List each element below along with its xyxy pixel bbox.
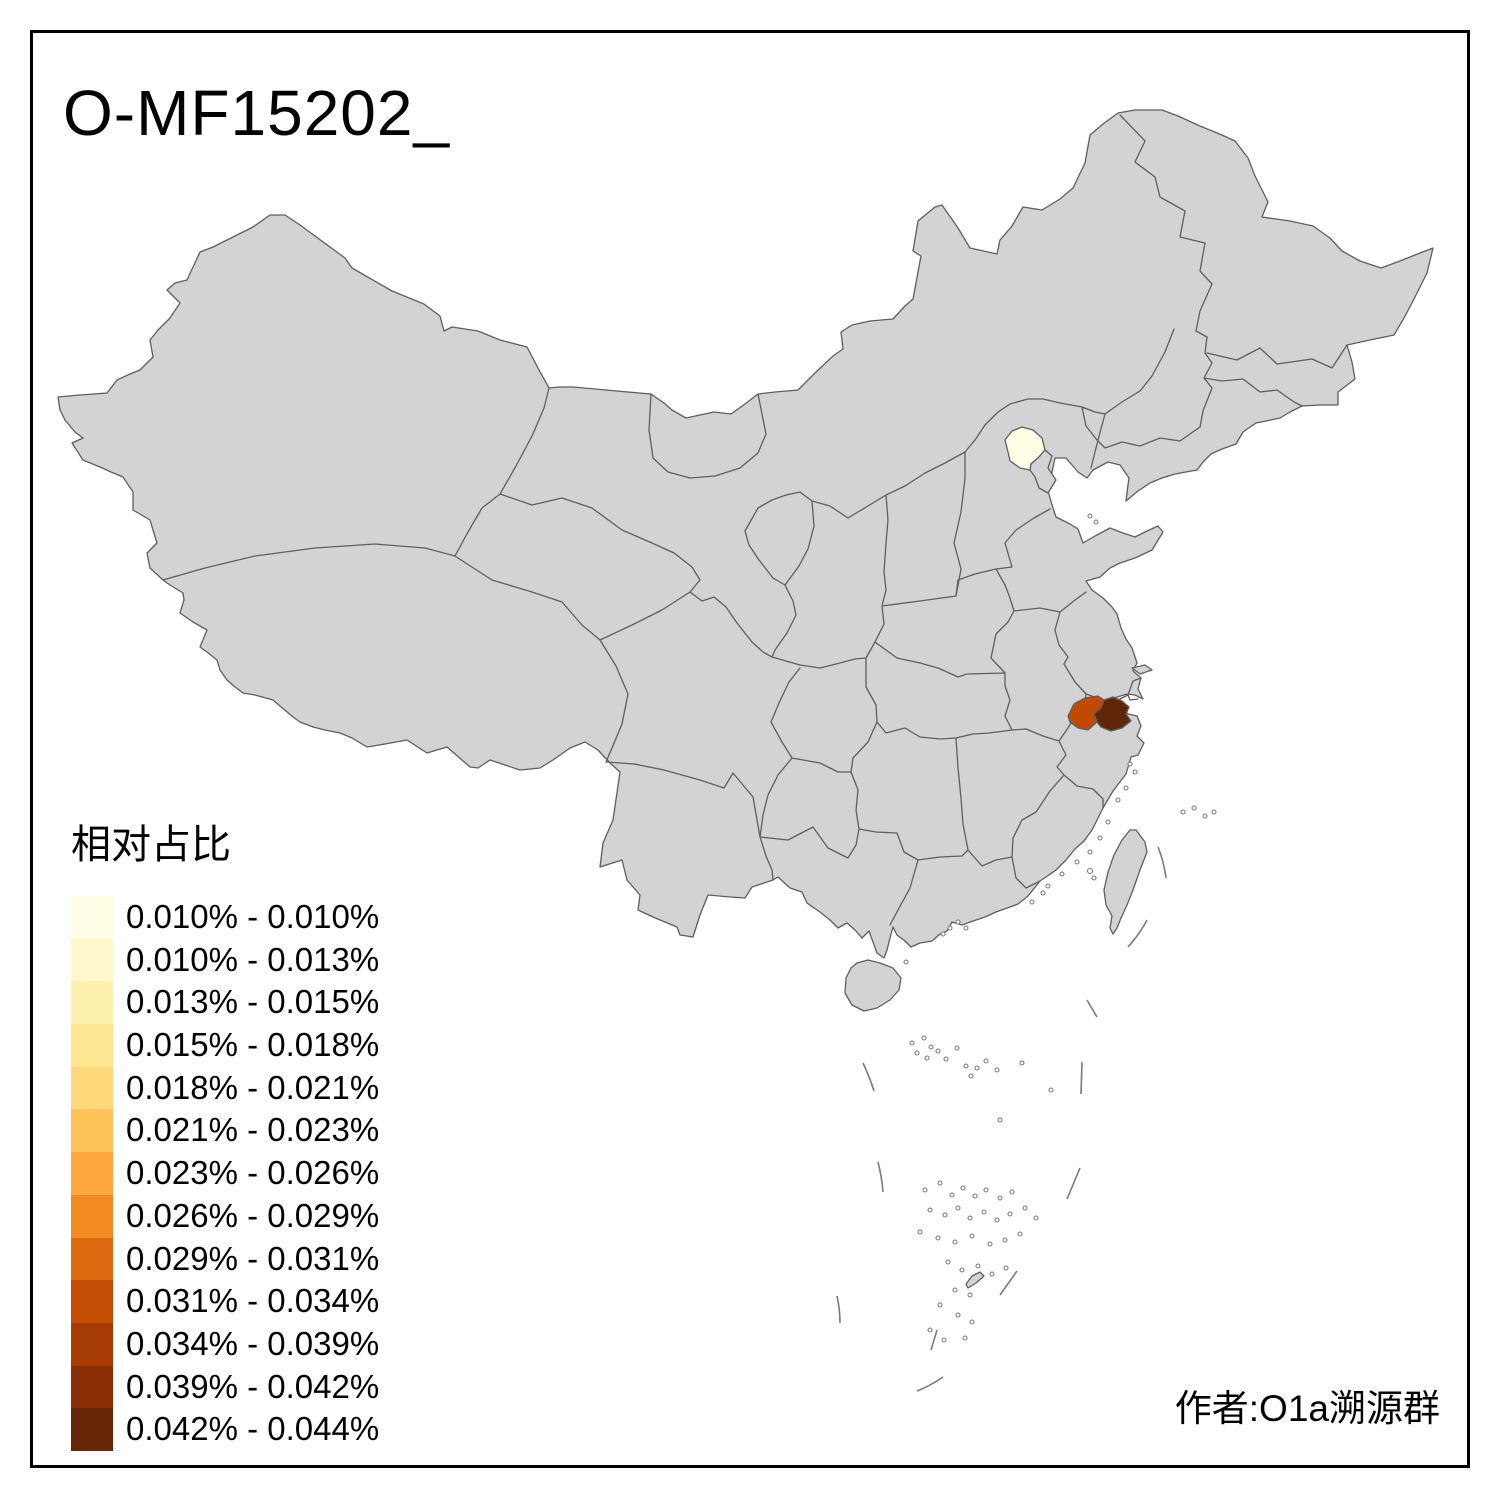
taiwan-island <box>1103 829 1148 935</box>
legend-range-label: 0.029% - 0.031% <box>126 1239 380 1277</box>
legend-range-label: 0.039% - 0.042% <box>126 1367 380 1405</box>
legend-swatch <box>71 1194 113 1238</box>
legend-range-label: 0.034% - 0.039% <box>126 1324 380 1362</box>
legend-item: 0.013% - 0.015% <box>71 981 380 1025</box>
legend-range-label: 0.013% - 0.015% <box>126 983 380 1021</box>
legend-range-label: 0.031% - 0.034% <box>126 1282 380 1320</box>
legend-range-label: 0.026% - 0.029% <box>126 1196 380 1234</box>
tianjin-region <box>1029 449 1057 494</box>
legend-range-label: 0.023% - 0.026% <box>126 1154 380 1192</box>
legend-item: 0.029% - 0.031% <box>71 1237 380 1281</box>
legend-item: 0.034% - 0.039% <box>71 1322 380 1366</box>
legend-swatch <box>71 1237 113 1281</box>
legend-range-label: 0.042% - 0.044% <box>126 1410 380 1448</box>
legend-item: 0.010% - 0.013% <box>71 938 380 982</box>
legend-items: 0.010% - 0.010% 0.010% - 0.013% 0.013% - 0… <box>71 896 379 1451</box>
south-sea-islet <box>965 1271 985 1289</box>
legend-range-label: 0.010% - 0.013% <box>126 940 380 978</box>
legend-swatch <box>71 1066 113 1110</box>
legend-range-label: 0.015% - 0.018% <box>126 1026 380 1064</box>
plot-title: O-MF15202_ <box>63 77 451 149</box>
legend-swatch <box>71 1024 113 1067</box>
chongming-island <box>1131 664 1153 675</box>
nine-dash-line <box>836 846 1167 1392</box>
legend-item: 0.031% - 0.034% <box>71 1280 379 1323</box>
legend-swatch <box>71 938 113 982</box>
legend-title: 相对占比 <box>71 823 231 867</box>
legend-item: 0.023% - 0.026% <box>71 1152 379 1195</box>
east-zhejiang-region <box>1093 696 1132 732</box>
legend: 相对占比 0.010% - 0.010% 0.010% - 0.013% 0.013… <box>71 812 379 1451</box>
legend-range-label: 0.018% - 0.021% <box>126 1068 380 1106</box>
legend-item: 0.039% - 0.042% <box>71 1365 380 1409</box>
legend-swatch <box>71 1109 113 1153</box>
legend-item: 0.026% - 0.029% <box>71 1194 380 1238</box>
legend-item: 0.010% - 0.010% <box>71 896 379 939</box>
legend-swatch <box>71 1322 113 1366</box>
legend-swatch <box>71 1152 113 1195</box>
legend-swatch <box>71 1365 113 1409</box>
legend-item: 0.018% - 0.021% <box>71 1066 380 1110</box>
hainan-island <box>844 959 902 1012</box>
island-dots <box>903 513 1217 1343</box>
legend-swatch <box>71 896 113 939</box>
legend-swatch <box>71 981 113 1025</box>
legend-item: 0.021% - 0.023% <box>71 1109 380 1153</box>
legend-swatch <box>71 1280 113 1323</box>
legend-range-label: 0.010% - 0.010% <box>126 898 380 935</box>
legend-range-label: 0.021% - 0.023% <box>126 1111 380 1149</box>
author-credit: 作者:O1a溯源群 <box>1174 1388 1440 1429</box>
legend-item: 0.015% - 0.018% <box>71 1024 379 1067</box>
legend-item: 0.042% - 0.044% <box>71 1408 379 1451</box>
legend-swatch <box>71 1408 113 1451</box>
